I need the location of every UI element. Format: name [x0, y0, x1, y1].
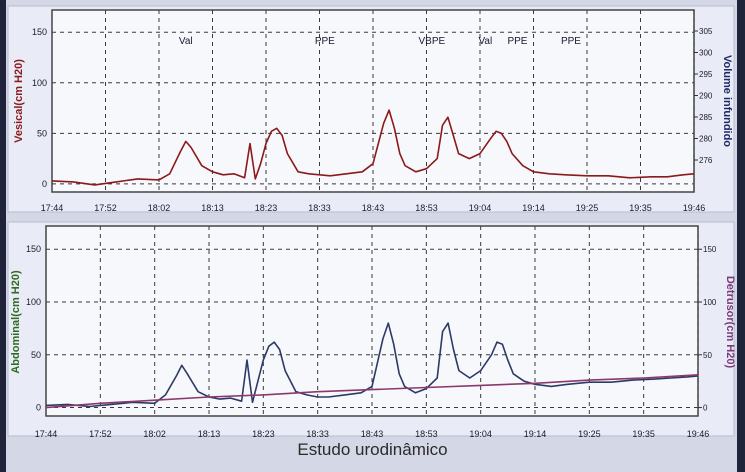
x-tick-label: 19:04	[469, 203, 492, 213]
event-annotation: VBPE	[419, 36, 446, 47]
event-annotation: Val	[478, 36, 492, 47]
event-annotation: PPE	[315, 36, 335, 47]
y-right-tick-label: 295	[699, 70, 713, 79]
bottom-series	[45, 322, 699, 409]
x-tick-label: 18:33	[306, 429, 329, 439]
y-left-tick-label: 100	[26, 297, 41, 307]
bottom-right-axis-label: Detrusor(cm H20)	[724, 276, 736, 369]
y-left-tick-label: 50	[37, 128, 47, 138]
top-left-axis-label: Vesical(cm H20)	[13, 59, 25, 143]
x-tick-label: 18:13	[198, 429, 221, 439]
y-right-tick-label: 290	[699, 92, 713, 101]
x-tick-label: 18:13	[201, 203, 224, 213]
bezel-right	[737, 0, 745, 472]
y-left-tick-label: 150	[32, 27, 47, 37]
x-tick-label: 19:35	[632, 429, 655, 439]
top-grid	[52, 10, 695, 192]
x-tick-label: 19:35	[629, 203, 652, 213]
top-right-axis-label: Volume infundido	[721, 55, 733, 147]
x-tick-label: 18:43	[361, 429, 384, 439]
x-tick-label: 19:14	[522, 203, 545, 213]
x-tick-label: 19:25	[576, 203, 599, 213]
y-left-tick-label: 0	[36, 403, 41, 413]
y-right-tick-label: 305	[699, 27, 713, 36]
x-tick-label: 17:44	[35, 429, 58, 439]
caption: Estudo urodinâmico	[297, 440, 448, 459]
y-right-tick-label: 280	[699, 135, 713, 144]
top-series	[51, 109, 695, 186]
y-right-tick-label: 150	[703, 245, 717, 254]
x-tick-label: 17:52	[89, 429, 112, 439]
bottom-left-axis-label: Abdominal(cm H20)	[10, 270, 22, 374]
x-tick-label: 18:53	[415, 203, 438, 213]
bottom-plot-area	[45, 225, 699, 417]
x-tick-label: 19:46	[683, 203, 706, 213]
x-tick-label: 19:25	[578, 429, 601, 439]
x-tick-label: 17:44	[41, 203, 64, 213]
y-right-tick-label: 300	[699, 49, 713, 58]
x-tick-label: 18:33	[308, 203, 331, 213]
y-right-tick-label: 276	[699, 156, 713, 165]
y-left-tick-label: 50	[31, 350, 41, 360]
x-tick-label: 19:04	[469, 429, 492, 439]
x-tick-label: 18:23	[252, 429, 275, 439]
y-right-tick-label: 50	[703, 351, 712, 360]
event-annotation: Val	[179, 36, 193, 47]
x-tick-label: 18:02	[143, 429, 166, 439]
x-tick-label: 18:02	[148, 203, 171, 213]
series-line-abdominal	[45, 322, 699, 408]
bezel-left	[0, 0, 6, 472]
y-right-tick-label: 285	[699, 113, 713, 122]
y-left-tick-label: 150	[26, 244, 41, 254]
y-right-tick-label: 100	[703, 298, 717, 307]
y-left-tick-label: 0	[42, 179, 47, 189]
series-line-detrusor	[45, 374, 699, 409]
bottom-tick-labels: 17:44 17:52 18:02 18:13 18:23 18:33 18:43 18:53…	[26, 244, 717, 439]
top-annotations: Val PPE VBPE Val PPE PPE	[179, 36, 581, 47]
series-line-vesical	[51, 109, 695, 186]
x-tick-label: 19:46	[687, 429, 710, 439]
x-tick-label: 17:52	[94, 203, 117, 213]
event-annotation: PPE	[561, 36, 581, 47]
x-tick-label: 18:53	[415, 429, 438, 439]
x-tick-label: 18:23	[255, 203, 278, 213]
x-tick-label: 18:43	[362, 203, 385, 213]
top-tick-labels: 17:44 17:52 18:02 18:13 18:23 18:33 18:43 18:53…	[32, 27, 713, 213]
x-tick-label: 19:14	[524, 429, 547, 439]
event-annotation: PPE	[507, 36, 527, 47]
y-right-tick-label: 0	[703, 404, 708, 413]
y-left-tick-label: 100	[32, 78, 47, 88]
